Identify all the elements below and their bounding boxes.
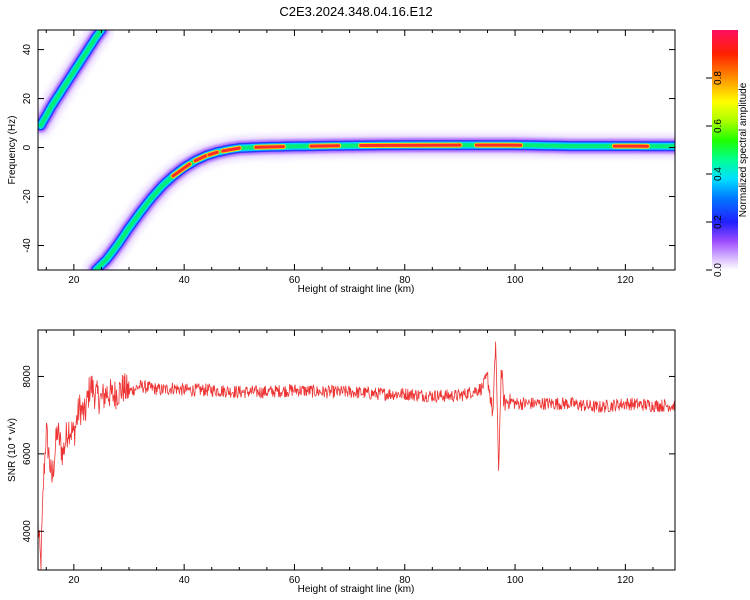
heatmap-xtick-label: 40 (179, 275, 191, 286)
heatmap-peak-core (193, 154, 208, 163)
heatmap-xtick-label: 120 (617, 275, 634, 286)
heatmap-ytick-label: -40 (22, 238, 33, 253)
colorbar-tick-label: 0.8 (713, 71, 724, 85)
colorbar-tick-label: 0.0 (713, 263, 724, 277)
heatmap-ridges (38, 30, 675, 270)
heatmap-ridge-1-band-2 (90, 140, 675, 270)
snr-ylabel: SNR (10 * v/v) (7, 418, 18, 482)
heatmap-frame (37, 29, 676, 271)
snr-xtick-label: 60 (289, 575, 301, 586)
heatmap-peak-core (221, 146, 241, 153)
heatmap-peak-core (207, 150, 219, 157)
colorbar-tick-label: 0.6 (713, 119, 724, 133)
snr-xtick-label: 80 (399, 575, 411, 586)
snr-series-line (38, 341, 675, 570)
chart-title: C2E3.2024.348.04.16.E12 (279, 4, 432, 19)
colorbar: 0.0 0.2 0.4 0.6 0.8 Normalized spectral ampl… (706, 30, 749, 277)
snr-frame (37, 329, 676, 571)
heatmap-panel: 20 40 60 80 100 120 -40 -20 0 20 40 Height of stra… (7, 29, 676, 295)
heatmap-axes: 20 40 60 80 100 120 -40 -20 0 20 40 (22, 30, 675, 286)
colorbar-label: Normalized spectral amplitude (738, 82, 749, 217)
heatmap-xlabel: Height of straight line (km) (298, 284, 415, 295)
heatmap-peak-core (171, 162, 192, 178)
heatmap-ridge-0-band-4 (38, 30, 104, 128)
colorbar-tick-label: 0.4 (713, 167, 724, 181)
heatmap-xtick-label: 20 (68, 275, 80, 286)
snr-xtick-label: 20 (68, 575, 80, 586)
snr-xtick-label: 120 (617, 575, 634, 586)
heatmap-ytick-label: -20 (22, 189, 33, 204)
snr-ytick-label: 4000 (22, 520, 33, 543)
heatmap-xtick-label: 80 (399, 275, 411, 286)
snr-xtick-label: 100 (507, 575, 524, 586)
heatmap-xtick-label: 60 (289, 275, 301, 286)
snr-axes: 20 40 60 80 100 120 4000 6000 8000 (22, 330, 675, 586)
colorbar-gradient (712, 30, 738, 270)
snr-panel: 20 40 60 80 100 120 4000 6000 8000 Height of str… (7, 329, 676, 595)
heatmap-peak-core (254, 145, 285, 149)
snr-xlabel: Height of straight line (km) (298, 584, 415, 595)
heatmap-ytick-label: 40 (22, 44, 33, 56)
colorbar-ticks: 0.0 0.2 0.4 0.6 0.8 (706, 71, 724, 277)
heatmap-xtick-label: 100 (507, 275, 524, 286)
colorbar-tick-label: 0.2 (713, 215, 724, 229)
heatmap-ytick-label: 20 (22, 93, 33, 105)
heatmap-ylabel: Frequency (Hz) (7, 116, 18, 185)
heatmap-ytick-label: 0 (22, 144, 33, 150)
snr-xtick-label: 40 (179, 575, 191, 586)
snr-ytick-label: 6000 (22, 442, 33, 465)
snr-ytick-label: 8000 (22, 365, 33, 388)
